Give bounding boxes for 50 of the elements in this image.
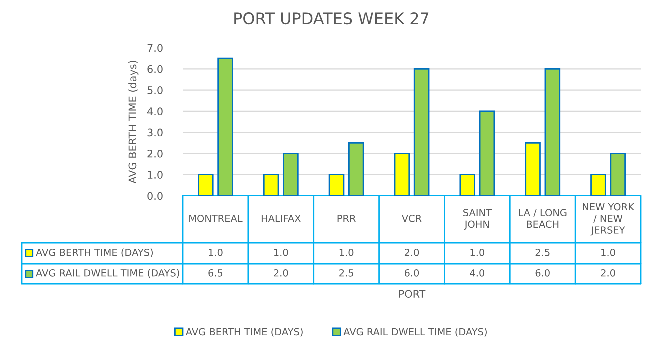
x-tick-label: HALIFAX (262, 215, 301, 222)
y-tick-label: 7.0 (148, 44, 163, 52)
legend-label: AVG RAIL DWELL TIME (DAYS) (36, 269, 180, 278)
data-label: 2.0 (601, 269, 616, 277)
y-tick-label: 1.0 (148, 171, 163, 179)
x-tick-label: PRR (338, 215, 356, 222)
data-label: 2.5 (340, 269, 354, 277)
y-tick-label: 5.0 (148, 86, 163, 94)
y-tick-label: 3.0 (148, 128, 163, 137)
y-tick-label: 2.0 (148, 150, 163, 158)
x-tick-label: LA / LONG BEACH (519, 209, 567, 228)
bar (263, 174, 280, 196)
data-label: 2.0 (274, 269, 288, 277)
data-label: 6.0 (536, 269, 550, 277)
bar (198, 174, 214, 196)
bar (610, 153, 626, 196)
bar (394, 153, 410, 196)
x-tick-label: SAINT JOHN (464, 209, 492, 230)
y-tick-label: 6.0 (148, 65, 163, 74)
y-tick-label: 4.0 (148, 108, 163, 116)
x-tick-label: VCR (402, 214, 422, 222)
bar (525, 142, 541, 196)
bar (328, 174, 345, 196)
data-label: 1.0 (470, 248, 485, 256)
data-label: 1.0 (602, 248, 616, 256)
x-tick-label: MONTREAL (190, 214, 243, 222)
bar (414, 68, 430, 196)
bar (460, 174, 476, 196)
bar (283, 153, 299, 196)
bar (590, 174, 606, 196)
bar (218, 58, 234, 196)
data-label: 2.0 (404, 248, 420, 256)
legend-label: AVG BERTH TIME (DAYS) (36, 248, 154, 258)
data-label: 1.0 (274, 248, 288, 256)
data-label: 1.0 (209, 248, 223, 256)
bar (348, 142, 364, 196)
bar (479, 110, 496, 196)
bar (544, 68, 561, 196)
data-label: 2.5 (536, 248, 550, 256)
data-label: 4.0 (470, 269, 485, 277)
data-label: 1.0 (340, 248, 354, 256)
data-label: 6.5 (208, 269, 223, 277)
text: PORT (399, 290, 426, 298)
text: AVG BERTH TIME (DAYS) (186, 328, 303, 337)
y-tick-label: 0.0 (148, 192, 163, 200)
text: AVG RAIL DWELL TIME (DAYS) (344, 328, 487, 337)
data-label: 6.0 (404, 269, 420, 277)
y-axis-title: AVG BERTH TIME (days) (128, 61, 139, 184)
x-tick-label: NEW YORK / NEW JERSEY (583, 203, 635, 236)
chart-title: PORT UPDATES WEEK 27 (234, 12, 429, 25)
